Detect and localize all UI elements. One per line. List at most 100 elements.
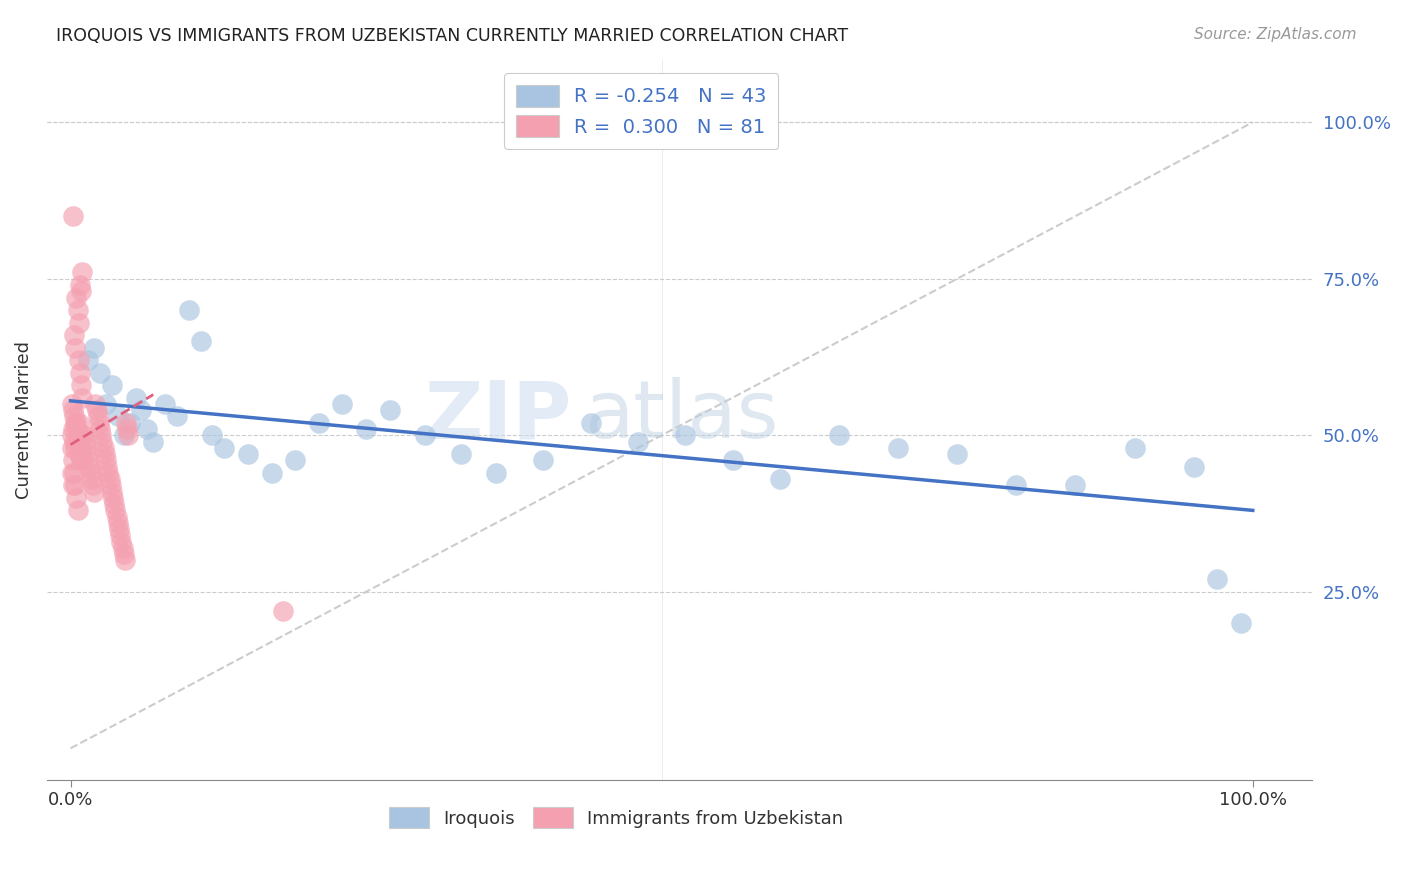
Point	[62, 403, 84, 417]
Text: atlas: atlas	[585, 377, 779, 455]
Point	[260, 466, 283, 480]
Point	[60, 397, 83, 411]
Point	[72, 265, 94, 279]
Point	[485, 466, 508, 480]
Point	[212, 441, 235, 455]
Point	[66, 303, 89, 318]
Point	[101, 484, 124, 499]
Point	[89, 366, 111, 380]
Point	[72, 453, 94, 467]
Point	[70, 285, 93, 299]
Point	[70, 441, 93, 455]
Point	[66, 428, 89, 442]
Point	[72, 391, 94, 405]
Point	[63, 328, 86, 343]
Point	[104, 503, 127, 517]
Point	[83, 484, 105, 499]
Point	[94, 453, 117, 467]
Point	[67, 416, 90, 430]
Point	[579, 416, 602, 430]
Point	[87, 416, 110, 430]
Point	[94, 397, 117, 411]
Point	[177, 303, 200, 318]
Legend: Iroquois, Immigrants from Uzbekistan: Iroquois, Immigrants from Uzbekistan	[382, 800, 851, 836]
Point	[63, 434, 86, 449]
Point	[93, 441, 115, 455]
Text: IROQUOIS VS IMMIGRANTS FROM UZBEKISTAN CURRENTLY MARRIED CORRELATION CHART: IROQUOIS VS IMMIGRANTS FROM UZBEKISTAN C…	[56, 27, 848, 45]
Point	[82, 478, 104, 492]
Point	[62, 209, 84, 223]
Point	[105, 509, 128, 524]
Point	[73, 434, 96, 449]
Point	[117, 422, 139, 436]
Point	[108, 522, 131, 536]
Point	[67, 447, 90, 461]
Point	[136, 422, 159, 436]
Point	[67, 316, 90, 330]
Point	[201, 428, 224, 442]
Point	[1064, 478, 1087, 492]
Point	[153, 397, 176, 411]
Point	[111, 541, 134, 555]
Point	[77, 353, 100, 368]
Point	[86, 403, 108, 417]
Point	[110, 534, 132, 549]
Point	[112, 428, 135, 442]
Text: ZIP: ZIP	[425, 377, 572, 455]
Point	[91, 434, 114, 449]
Point	[450, 447, 472, 461]
Point	[124, 391, 146, 405]
Point	[101, 378, 124, 392]
Point	[76, 447, 98, 461]
Point	[117, 428, 139, 442]
Point	[70, 378, 93, 392]
Point	[100, 478, 122, 492]
Point	[67, 353, 90, 368]
Point	[75, 441, 97, 455]
Point	[887, 441, 910, 455]
Point	[70, 453, 93, 467]
Point	[72, 428, 94, 442]
Point	[65, 491, 87, 505]
Point	[101, 491, 124, 505]
Point	[94, 447, 117, 461]
Point	[273, 603, 295, 617]
Point	[332, 397, 354, 411]
Point	[115, 416, 138, 430]
Point	[79, 459, 101, 474]
Point	[142, 434, 165, 449]
Point	[72, 428, 94, 442]
Point	[627, 434, 650, 449]
Point	[60, 441, 83, 455]
Point	[114, 553, 136, 567]
Point	[118, 416, 141, 430]
Point	[69, 428, 91, 442]
Point	[1005, 478, 1028, 492]
Point	[533, 453, 555, 467]
Point	[60, 428, 83, 442]
Point	[65, 341, 87, 355]
Point	[308, 416, 330, 430]
Point	[1230, 616, 1253, 631]
Point	[60, 466, 83, 480]
Y-axis label: Currently Married: Currently Married	[15, 341, 32, 499]
Point	[87, 409, 110, 424]
Point	[63, 466, 86, 480]
Point	[65, 416, 87, 430]
Point	[97, 466, 120, 480]
Point	[89, 422, 111, 436]
Point	[673, 428, 696, 442]
Point	[107, 409, 129, 424]
Point	[66, 428, 89, 442]
Point	[65, 291, 87, 305]
Point	[65, 416, 87, 430]
Point	[65, 441, 87, 455]
Point	[1206, 572, 1229, 586]
Point	[79, 466, 101, 480]
Point	[378, 403, 401, 417]
Point	[62, 422, 84, 436]
Point	[96, 459, 118, 474]
Point	[112, 547, 135, 561]
Point	[236, 447, 259, 461]
Point	[108, 528, 131, 542]
